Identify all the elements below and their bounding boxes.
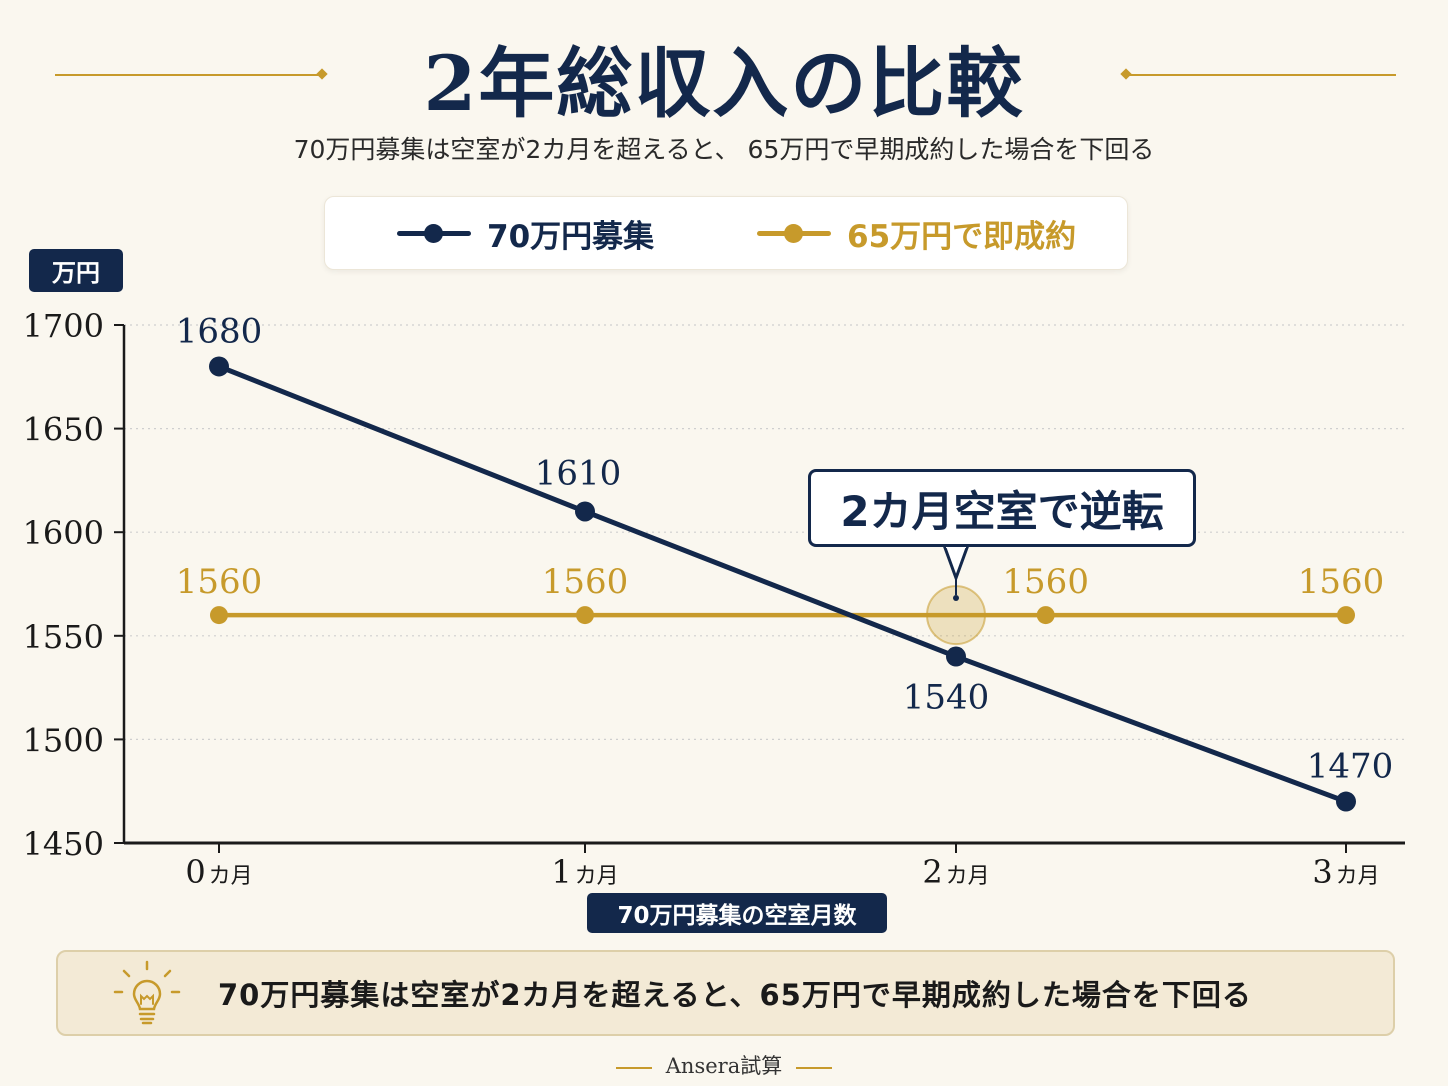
footer-dash-left [615,1066,652,1069]
data-point-65 [1337,606,1355,625]
x-tick-label: 3 カ月 [1312,853,1379,891]
crossover-annotation: 2カ月空室で逆転 [808,469,1196,547]
legend-label-65: 65万円で即成約 [847,218,1077,255]
legend-marker-navy [397,223,471,243]
footer-dash-right [796,1066,833,1069]
y-tick-label: 1550 [23,618,104,656]
series-line-70 [218,364,1347,804]
title-decoration-right [1126,74,1396,76]
data-point-70 [946,646,966,667]
legend-marker-gold [757,223,831,243]
data-point-70 [1336,791,1356,812]
data-label-65: 1560 [1002,562,1089,602]
data-label-65: 1560 [176,562,263,602]
summary-note-text: 70万円募集は空室が2カ月を超えると、65万円で早期成約した場合を下回る [218,978,1252,1012]
lightbulb-icon [113,960,181,1025]
chart-legend: 70万円募集 65万円で即成約 [324,196,1128,270]
x-axis-title: 70万円募集の空室月数 [587,893,887,933]
y-tick-label: 1650 [23,411,104,449]
data-point-70 [575,501,595,522]
source-footer: Ansera試算 [0,1050,1448,1080]
page-title: 2年総収入の比較 [423,39,1025,128]
x-tick-label: 1 カ月 [551,853,618,891]
annotation-pointer-tip [941,543,971,583]
data-label-70: 1470 [1307,747,1394,787]
y-tick-label: 1600 [23,514,104,552]
annotation-pointer-dot [953,595,959,601]
legend-item-65: 65万円で即成約 [757,197,1076,269]
legend-item-70: 70万円募集 [397,197,654,269]
title-decoration-left [55,74,323,76]
y-tick-label: 1500 [23,721,104,759]
summary-note: 70万円募集は空室が2カ月を超えると、65万円で早期成約した場合を下回る [56,950,1395,1036]
data-point-65 [1036,606,1055,625]
x-tick-label: 0 カ月 [185,853,252,891]
y-tick-label: 1450 [23,825,104,863]
data-label-70: 1540 [903,678,990,718]
source-label: Ansera試算 [665,1054,783,1078]
page-subtitle: 70万円募集は空室が2カ月を超えると、 65万円で早期成約した場合を下回る [293,135,1155,164]
x-tick-label: 2 カ月 [922,853,989,891]
data-label-70: 1610 [535,453,622,493]
data-label-65: 1560 [542,562,629,602]
y-unit-badge: 万円 [29,249,123,292]
y-tick-label: 1700 [23,307,104,345]
data-label-65: 1560 [1298,562,1385,602]
data-label-70: 1680 [176,311,263,351]
legend-label-70: 70万円募集 [487,218,655,255]
data-point-65 [576,606,594,625]
data-point-65 [210,606,228,625]
data-point-70 [209,356,229,377]
